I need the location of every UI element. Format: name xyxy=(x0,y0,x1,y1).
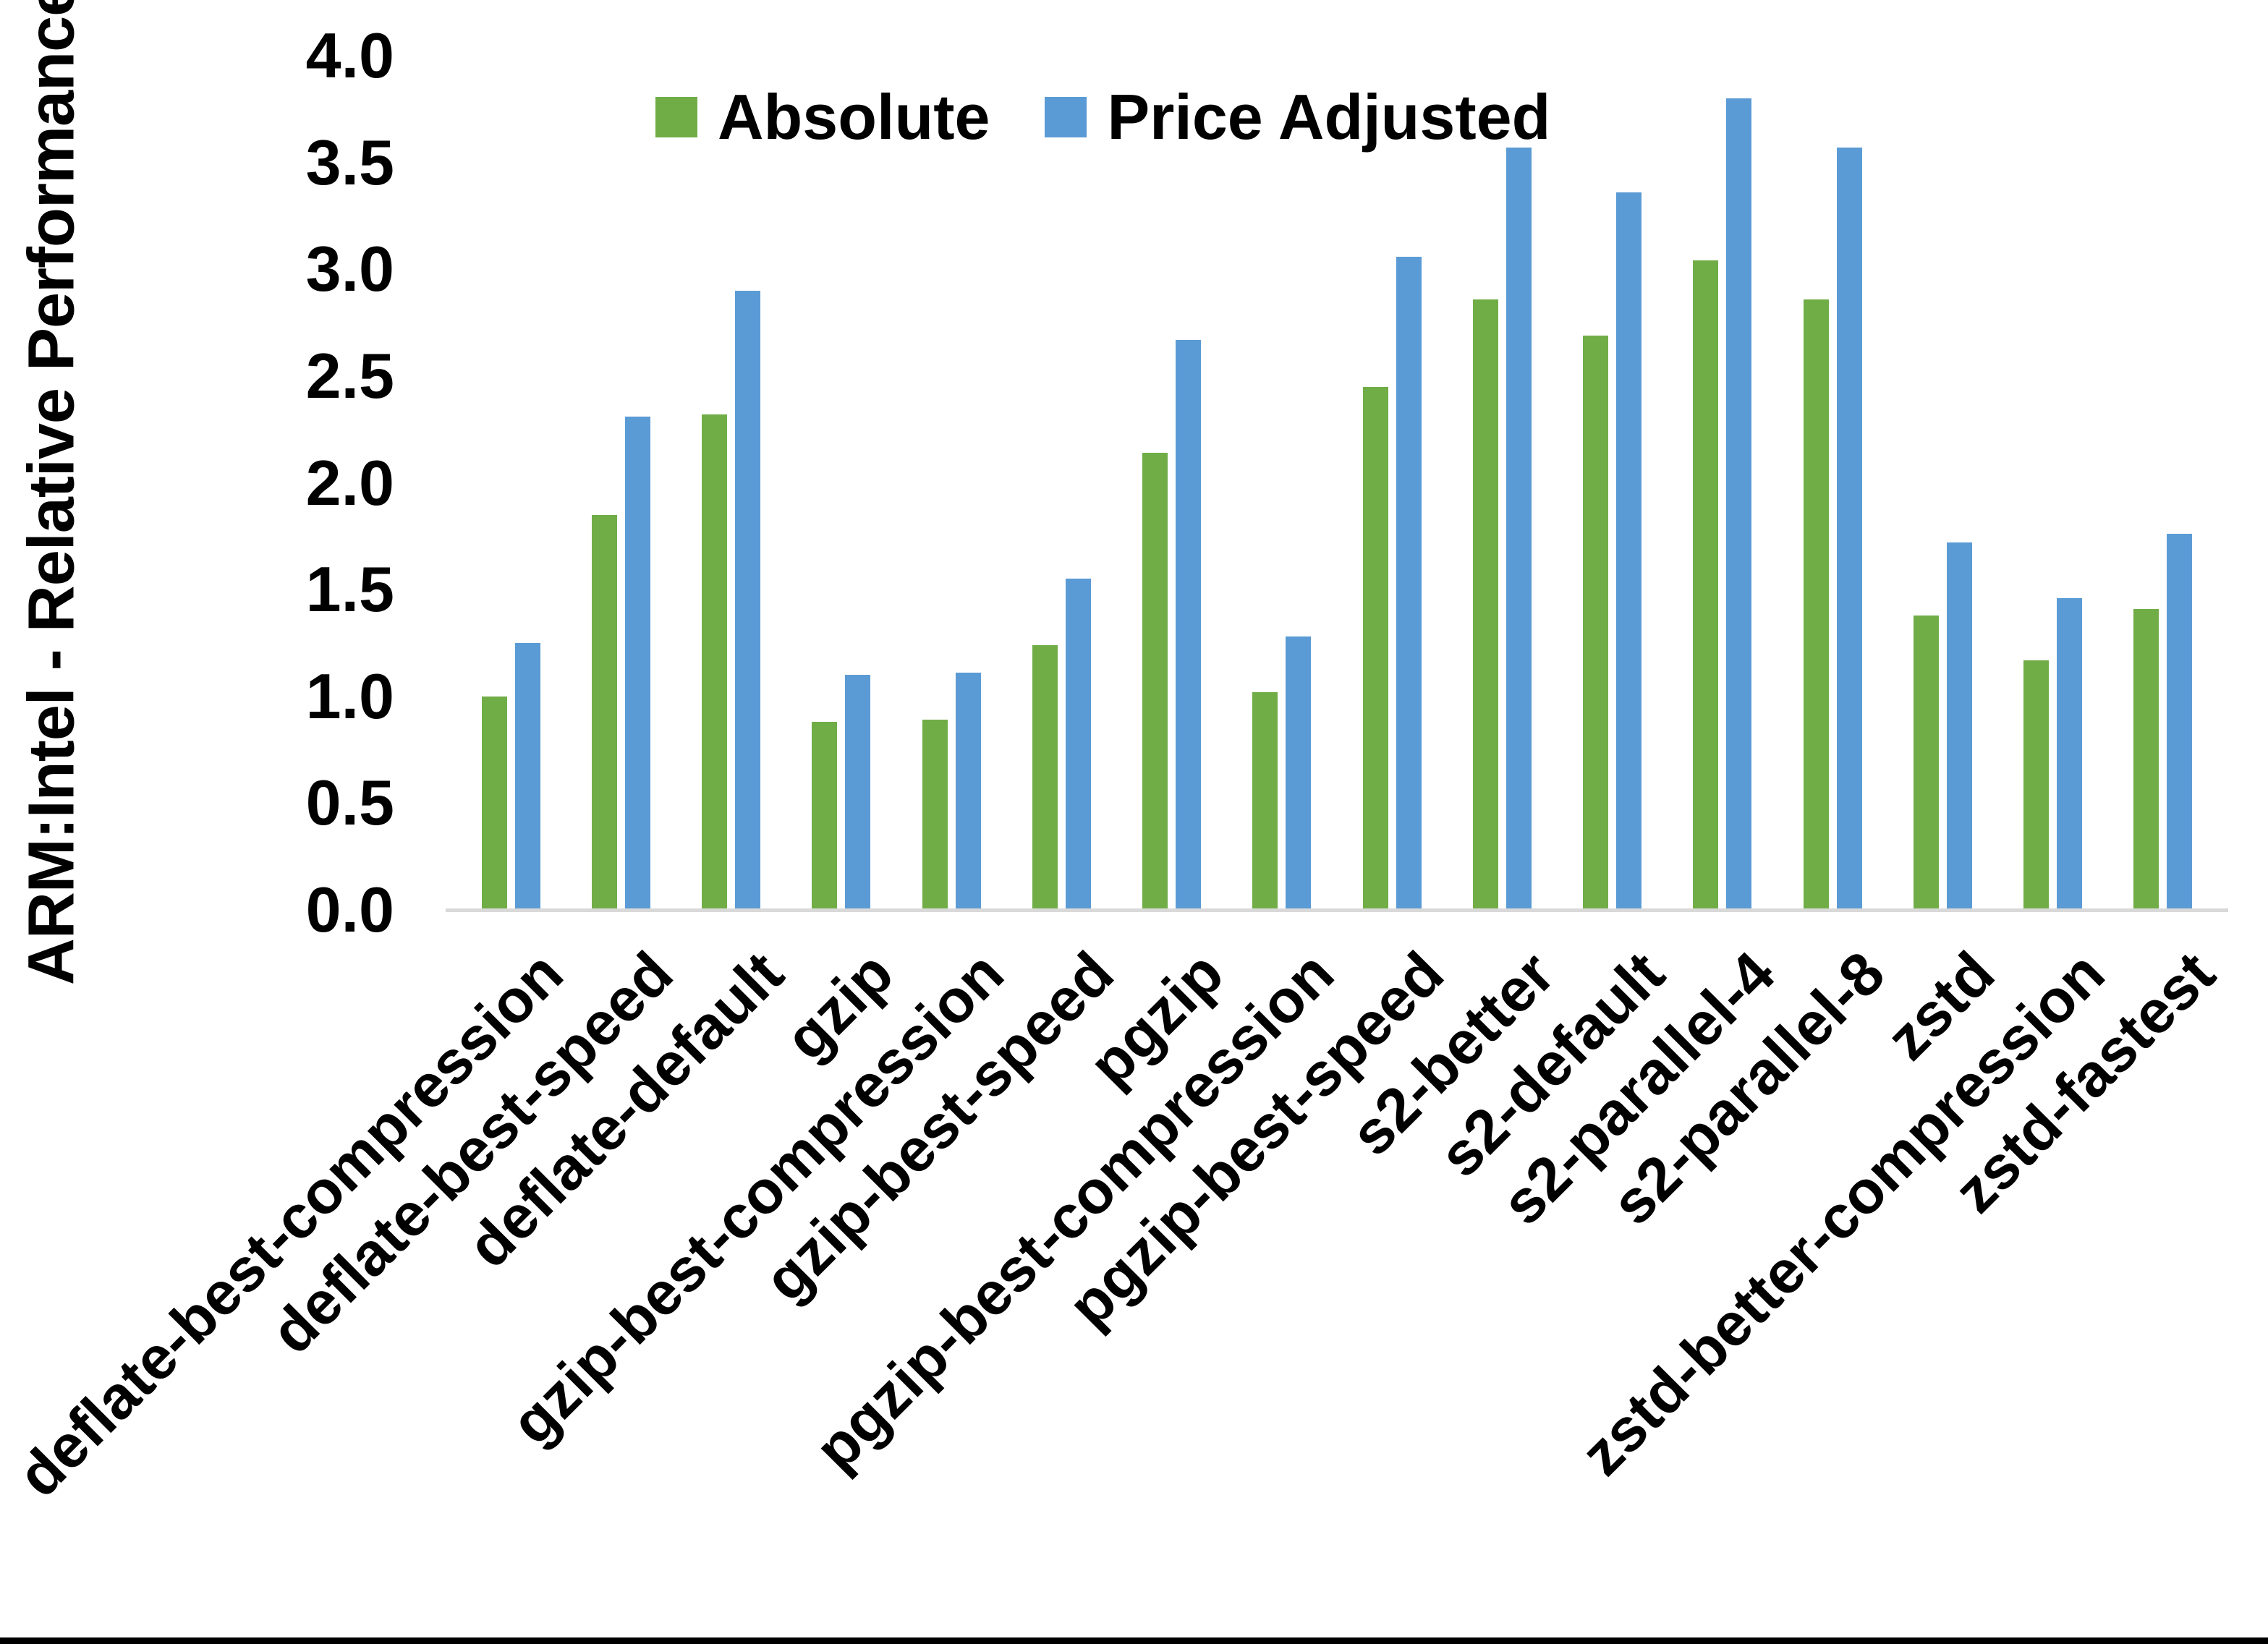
bar-absolute xyxy=(1472,299,1498,910)
bar-absolute xyxy=(2133,608,2159,910)
category-slot xyxy=(786,56,896,910)
category-slot xyxy=(456,56,566,910)
y-tick-label: 2.0 xyxy=(305,446,394,519)
bar-absolute xyxy=(1252,691,1278,910)
category-slot xyxy=(1558,56,1668,910)
bar-price-adjusted xyxy=(514,642,540,910)
bar-price-adjusted xyxy=(1836,147,1862,910)
category-slot xyxy=(2108,56,2218,910)
bar-price-adjusted xyxy=(735,290,761,910)
bar-absolute xyxy=(2023,660,2050,910)
bar-absolute xyxy=(1032,644,1058,910)
bar-price-adjusted xyxy=(955,673,981,910)
bottom-border xyxy=(0,1637,2268,1644)
legend-label-price-adjusted: Price Adjusted xyxy=(1107,81,1551,153)
y-tick-label: 4.0 xyxy=(305,20,394,91)
bar-price-adjusted xyxy=(1616,192,1642,910)
category-slot xyxy=(1668,56,1778,910)
bar-price-adjusted xyxy=(1176,339,1202,910)
y-tick-label: 0.5 xyxy=(305,767,394,839)
category-slot xyxy=(1337,56,1447,910)
legend: Absolute Price Adjusted xyxy=(655,81,1550,153)
legend-label-absolute: Absolute xyxy=(718,81,990,153)
bar-price-adjusted xyxy=(624,416,650,910)
y-tick-label: 1.0 xyxy=(305,660,394,732)
y-tick-label: 2.5 xyxy=(305,339,394,412)
bar-absolute xyxy=(702,414,728,910)
y-tick-label: 1.5 xyxy=(305,553,394,626)
bar-price-adjusted xyxy=(1286,636,1312,910)
bar-absolute xyxy=(481,696,507,910)
bar-absolute xyxy=(922,720,948,910)
bar-absolute xyxy=(1583,335,1609,910)
category-slot xyxy=(676,56,786,910)
bar-price-adjusted xyxy=(1946,542,1972,910)
legend-swatch-price-adjusted xyxy=(1045,97,1087,137)
bar-absolute xyxy=(1362,386,1388,910)
category-slot xyxy=(1887,56,1997,910)
bar-price-adjusted xyxy=(2057,597,2083,910)
y-tick-label: 3.0 xyxy=(305,233,394,305)
bar-absolute xyxy=(812,722,838,910)
bar-price-adjusted xyxy=(1396,256,1422,910)
category-slot xyxy=(1447,56,1557,910)
bar-price-adjusted xyxy=(1505,147,1532,910)
y-tick-label: 0.0 xyxy=(305,874,394,945)
bar-absolute xyxy=(1693,260,1719,910)
category-slot xyxy=(566,56,676,910)
bar-absolute xyxy=(1913,615,1939,910)
plot-area xyxy=(446,56,2228,912)
bar-price-adjusted xyxy=(2167,534,2193,910)
bar-price-adjusted xyxy=(1726,98,1752,910)
category-slot xyxy=(1227,56,1337,910)
bar-price-adjusted xyxy=(1065,579,1091,910)
category-slot xyxy=(1117,56,1227,910)
bar-price-adjusted xyxy=(845,675,871,910)
x-axis-line xyxy=(446,908,2228,912)
legend-swatch-absolute xyxy=(655,97,697,137)
bar-absolute xyxy=(1142,453,1168,910)
y-tick-label: 3.5 xyxy=(305,126,394,198)
category-slot xyxy=(1998,56,2108,910)
category-slot xyxy=(1778,56,1887,910)
bars-container xyxy=(456,56,2218,910)
category-slot xyxy=(896,56,1006,910)
bar-absolute xyxy=(591,514,617,910)
category-slot xyxy=(1006,56,1116,910)
bar-absolute xyxy=(1803,299,1829,910)
